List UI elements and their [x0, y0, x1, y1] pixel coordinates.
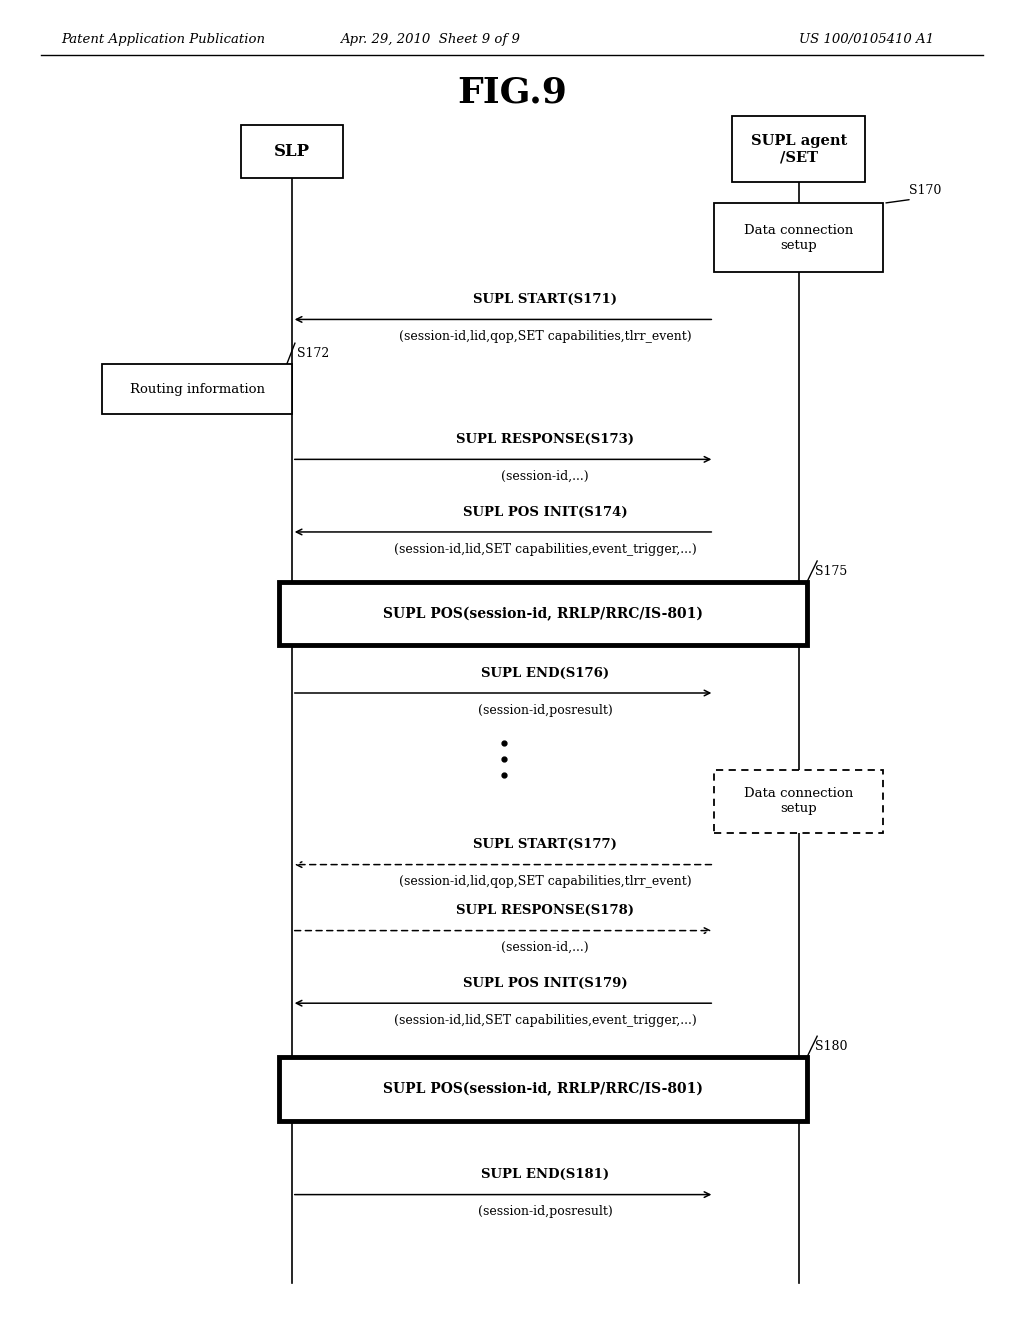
Text: Patent Application Publication: Patent Application Publication: [61, 33, 265, 46]
Bar: [715, 770, 883, 833]
Text: SLP: SLP: [273, 144, 310, 160]
Text: (session-id,...): (session-id,...): [502, 470, 589, 483]
Bar: [241, 125, 343, 178]
Bar: [279, 582, 807, 645]
Text: Apr. 29, 2010  Sheet 9 of 9: Apr. 29, 2010 Sheet 9 of 9: [340, 33, 520, 46]
Text: Routing information: Routing information: [130, 383, 264, 396]
Text: (session-id,lid,qop,SET capabilities,tlrr_event): (session-id,lid,qop,SET capabilities,tlr…: [399, 875, 691, 888]
Text: (session-id,lid,SET capabilities,event_trigger,...): (session-id,lid,SET capabilities,event_t…: [394, 543, 696, 556]
Text: SUPL END(S176): SUPL END(S176): [481, 667, 609, 680]
Text: SUPL POS INIT(S179): SUPL POS INIT(S179): [463, 977, 628, 990]
Text: FIG.9: FIG.9: [457, 75, 567, 110]
Bar: [732, 116, 865, 182]
Text: S172: S172: [297, 347, 329, 360]
Text: Data connection
setup: Data connection setup: [744, 223, 853, 252]
Bar: [102, 364, 292, 414]
Text: S175: S175: [815, 565, 847, 578]
Bar: [279, 1057, 807, 1121]
Text: (session-id,lid,SET capabilities,event_trigger,...): (session-id,lid,SET capabilities,event_t…: [394, 1014, 696, 1027]
Text: SUPL RESPONSE(S178): SUPL RESPONSE(S178): [457, 904, 634, 917]
Text: (session-id,lid,qop,SET capabilities,tlrr_event): (session-id,lid,qop,SET capabilities,tlr…: [399, 330, 691, 343]
Text: S180: S180: [815, 1040, 848, 1053]
Bar: [715, 203, 883, 272]
Text: Data connection
setup: Data connection setup: [744, 787, 853, 816]
Text: (session-id,...): (session-id,...): [502, 941, 589, 954]
Text: SUPL POS INIT(S174): SUPL POS INIT(S174): [463, 506, 628, 519]
Text: SUPL RESPONSE(S173): SUPL RESPONSE(S173): [457, 433, 634, 446]
Text: (session-id,posresult): (session-id,posresult): [478, 704, 612, 717]
Text: SUPL START(S177): SUPL START(S177): [473, 838, 617, 851]
Text: (session-id,posresult): (session-id,posresult): [478, 1205, 612, 1218]
Text: SUPL POS(session-id, RRLP/RRC/IS-801): SUPL POS(session-id, RRLP/RRC/IS-801): [383, 1082, 702, 1096]
Text: S170: S170: [909, 183, 941, 197]
Text: SUPL agent
/SET: SUPL agent /SET: [751, 135, 847, 164]
Text: US 100/0105410 A1: US 100/0105410 A1: [799, 33, 934, 46]
Text: SUPL POS(session-id, RRLP/RRC/IS-801): SUPL POS(session-id, RRLP/RRC/IS-801): [383, 607, 702, 620]
Text: SUPL END(S181): SUPL END(S181): [481, 1168, 609, 1181]
Text: SUPL START(S171): SUPL START(S171): [473, 293, 617, 306]
